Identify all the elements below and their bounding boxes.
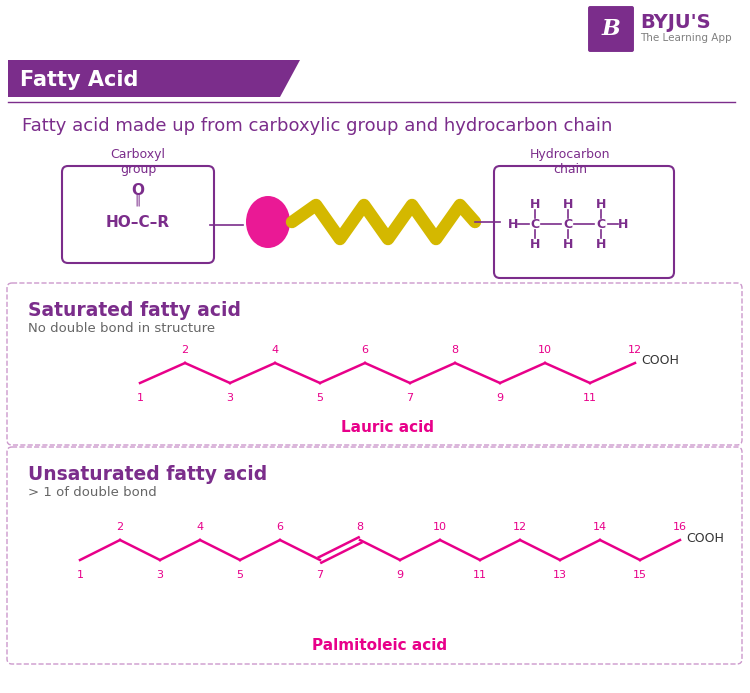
- Text: The Learning App: The Learning App: [640, 33, 731, 43]
- Text: COOH: COOH: [686, 532, 724, 545]
- Text: 1: 1: [76, 570, 83, 580]
- Text: 5: 5: [316, 393, 323, 403]
- Text: 6: 6: [277, 522, 284, 532]
- Text: C: C: [596, 218, 605, 231]
- Text: O: O: [131, 183, 145, 198]
- Text: Carboxyl
group: Carboxyl group: [110, 148, 166, 176]
- FancyBboxPatch shape: [494, 166, 674, 278]
- Text: 12: 12: [628, 345, 642, 355]
- Text: 4: 4: [196, 522, 203, 532]
- Text: H: H: [508, 218, 518, 231]
- Text: 10: 10: [433, 522, 447, 532]
- Text: Unsaturated fatty acid: Unsaturated fatty acid: [28, 464, 267, 484]
- Text: H: H: [530, 198, 540, 211]
- Text: H: H: [618, 218, 628, 231]
- Text: 13: 13: [553, 570, 567, 580]
- FancyBboxPatch shape: [7, 283, 742, 445]
- Text: Lauric acid: Lauric acid: [341, 421, 434, 435]
- Text: 9: 9: [397, 570, 404, 580]
- Text: 10: 10: [538, 345, 552, 355]
- FancyBboxPatch shape: [7, 447, 742, 664]
- Text: 7: 7: [316, 570, 323, 580]
- Text: 6: 6: [362, 345, 368, 355]
- Text: 9: 9: [496, 393, 503, 403]
- Ellipse shape: [246, 196, 290, 248]
- Text: COOH: COOH: [641, 355, 679, 367]
- Text: 5: 5: [236, 570, 244, 580]
- Text: No double bond in structure: No double bond in structure: [28, 322, 215, 335]
- Text: Fatty Acid: Fatty Acid: [20, 69, 138, 89]
- Text: 11: 11: [583, 393, 597, 403]
- Text: ‖: ‖: [135, 194, 141, 207]
- Text: Fatty acid made up from carboxylic group and hydrocarbon chain: Fatty acid made up from carboxylic group…: [22, 117, 612, 135]
- FancyBboxPatch shape: [587, 5, 635, 53]
- Text: 3: 3: [226, 393, 233, 403]
- Text: H: H: [596, 238, 606, 250]
- Text: C: C: [563, 218, 572, 231]
- Text: 15: 15: [633, 570, 647, 580]
- Text: 1: 1: [136, 393, 143, 403]
- Polygon shape: [8, 60, 300, 97]
- Text: BYJU'S: BYJU'S: [640, 12, 711, 31]
- Text: 4: 4: [272, 345, 278, 355]
- Text: B: B: [602, 18, 620, 40]
- Text: 8: 8: [452, 345, 458, 355]
- Text: Hydrocarbon
chain: Hydrocarbon chain: [530, 148, 610, 176]
- FancyBboxPatch shape: [62, 166, 214, 263]
- Text: > 1 of double bond: > 1 of double bond: [28, 486, 157, 498]
- Text: H: H: [562, 198, 573, 211]
- Text: 16: 16: [673, 522, 687, 532]
- Text: Saturated fatty acid: Saturated fatty acid: [28, 301, 241, 319]
- Text: 12: 12: [513, 522, 527, 532]
- Text: 2: 2: [116, 522, 124, 532]
- Text: C: C: [530, 218, 539, 231]
- Text: Palmitoleic acid: Palmitoleic acid: [313, 638, 448, 653]
- Text: 14: 14: [593, 522, 607, 532]
- Text: HO–C–R: HO–C–R: [106, 215, 170, 230]
- Text: 8: 8: [356, 522, 364, 532]
- Text: H: H: [562, 238, 573, 250]
- Text: 3: 3: [157, 570, 164, 580]
- Text: 11: 11: [473, 570, 487, 580]
- Text: H: H: [596, 198, 606, 211]
- Text: 2: 2: [182, 345, 188, 355]
- Text: 7: 7: [406, 393, 413, 403]
- Text: H: H: [530, 238, 540, 250]
